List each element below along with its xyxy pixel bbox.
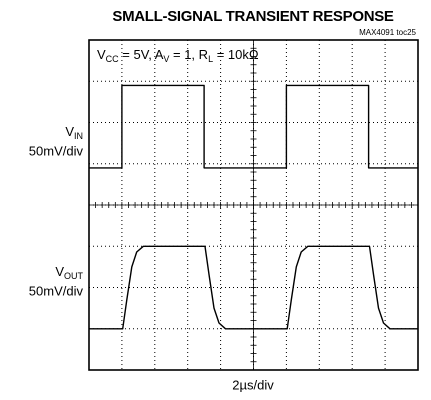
trace: [89, 245, 418, 330]
trace: [89, 84, 418, 169]
text-part: V: [97, 47, 106, 62]
annotation: VCC = 5V, AV = 1, RL = 10kΩ: [97, 47, 259, 64]
text-part: V: [65, 124, 74, 139]
x-axis-label: 2µs/div: [232, 377, 274, 392]
subscript: OUT: [64, 271, 84, 281]
text-part: = 10kΩ: [213, 47, 259, 62]
trace-label: VIN: [65, 124, 83, 141]
subscript: V: [163, 54, 169, 64]
trace-label: VOUT: [55, 264, 83, 281]
text-part: = 5V, A: [119, 47, 164, 62]
subscript: CC: [106, 54, 119, 64]
trace-scale: 50mV/div: [29, 283, 84, 298]
chart-title: SMALL-SIGNAL TRANSIENT RESPONSE: [112, 8, 394, 25]
text-part: = 1, R: [169, 47, 208, 62]
subscript: L: [208, 54, 213, 64]
subscript: IN: [74, 131, 83, 141]
text-part: V: [55, 264, 64, 279]
figure-note: MAX4091 toc25: [359, 28, 416, 37]
plot-frame: [88, 39, 419, 371]
trace-scale: 50mV/div: [29, 143, 84, 158]
